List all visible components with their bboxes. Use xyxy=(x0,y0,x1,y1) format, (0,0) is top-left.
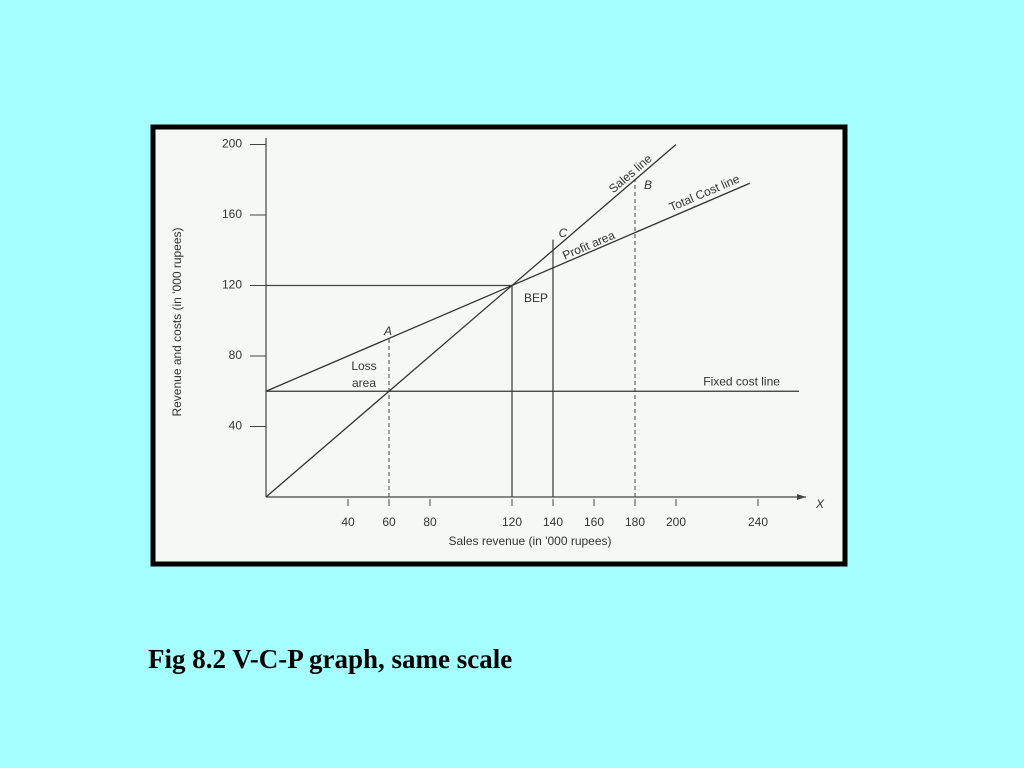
x-tick-label: 120 xyxy=(502,515,522,529)
annotation: B xyxy=(644,178,652,192)
figure-frame xyxy=(150,124,848,567)
y-tick-label: 120 xyxy=(222,278,242,292)
series-line xyxy=(265,182,751,392)
x-tick-label: 80 xyxy=(423,515,437,529)
annotation: X xyxy=(815,497,825,511)
series-line xyxy=(265,144,677,498)
x-axis-label: Sales revenue (in '000 rupees) xyxy=(448,534,611,548)
series-label: Fixed cost line xyxy=(703,374,780,388)
annotation: BEP xyxy=(524,291,548,305)
x-tick-label: 160 xyxy=(584,515,604,529)
caption: Fig 8.2 V-C-P graph, same scale xyxy=(148,644,512,674)
y-tick-label: 40 xyxy=(229,419,243,433)
y-axis-label: Revenue and costs (in '000 rupees) xyxy=(170,227,184,416)
annotation: C xyxy=(559,226,568,240)
annotation: A xyxy=(383,324,392,338)
x-tick-label: 240 xyxy=(748,515,768,529)
y-tick-label: 160 xyxy=(222,207,242,221)
x-tick-label: 60 xyxy=(382,515,396,529)
x-tick-label: 200 xyxy=(666,515,686,529)
x-tick-label: 140 xyxy=(543,515,563,529)
x-tick-label: 40 xyxy=(341,515,355,529)
x-axis-arrow xyxy=(797,494,806,500)
annotation: area xyxy=(352,376,376,390)
annotation: Loss xyxy=(351,359,376,373)
x-tick-label: 180 xyxy=(625,515,645,529)
y-tick-label: 200 xyxy=(222,137,242,151)
y-tick-label: 80 xyxy=(229,348,243,362)
